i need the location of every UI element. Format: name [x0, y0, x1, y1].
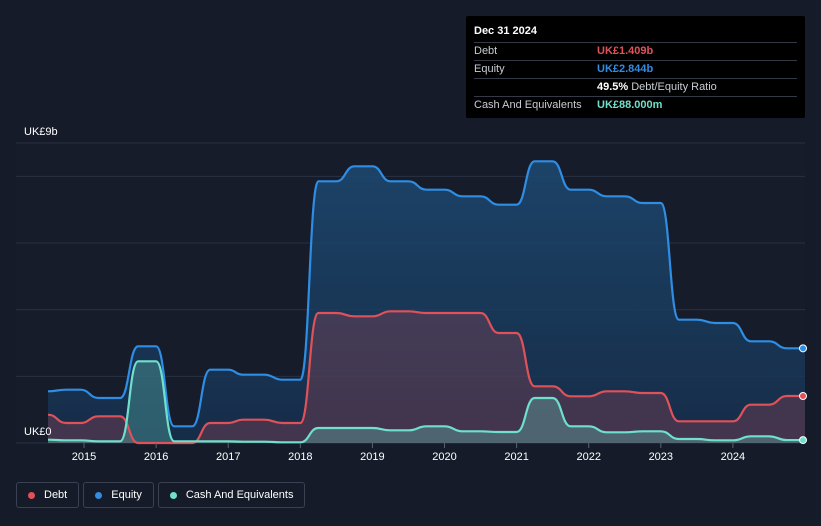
tooltip-equity-value: UK£2.844b — [597, 63, 654, 75]
tooltip-row-ratio: 49.5% Debt/Equity Ratio — [474, 79, 797, 97]
debt-area — [48, 311, 805, 443]
equity-end-marker — [799, 344, 807, 353]
x-tick-label: 2018 — [288, 451, 312, 463]
x-tick-label: 2024 — [721, 451, 745, 463]
legend-equity-label: Equity — [111, 489, 142, 501]
cash-dot-icon — [169, 491, 177, 499]
cash-and-equivalents-end-marker — [799, 436, 807, 445]
end-markers — [799, 344, 807, 445]
x-tick-label: 2017 — [216, 451, 240, 463]
tooltip-cash-label: Cash And Equivalents — [474, 99, 582, 111]
legend-item-cash[interactable]: Cash And Equivalents — [157, 482, 306, 508]
tooltip-row-cash: Cash And Equivalents UK£88.000m — [474, 97, 797, 114]
tooltip-ratio-label: Debt/Equity Ratio — [631, 81, 717, 93]
debt-line — [47, 310, 805, 445]
x-tick-label: 2023 — [649, 451, 673, 463]
legend-item-equity[interactable]: Equity — [83, 482, 154, 508]
tooltip-equity-label: Equity — [474, 63, 505, 75]
y-axis-top-label: UK£9b — [24, 126, 58, 138]
x-tick-label: 2019 — [360, 451, 384, 463]
tooltip-ratio-value: 49.5% — [597, 81, 629, 93]
x-tick-label: 2021 — [504, 451, 528, 463]
equity-area — [48, 161, 805, 444]
tooltip-panel: Dec 31 2024 Debt UK£1.409b Equity UK£2.8… — [466, 16, 805, 118]
tooltip-debt-label: Debt — [474, 45, 498, 57]
legend-item-debt[interactable]: Debt — [16, 482, 80, 508]
tooltip-cash-value: UK£88.000m — [597, 99, 663, 111]
y-axis-bottom-label: UK£0 — [24, 426, 52, 438]
chart-legend: Debt Equity Cash And Equivalents — [16, 482, 306, 508]
tooltip-debt-value: UK£1.409b — [597, 45, 654, 57]
debt-end-marker — [799, 392, 807, 400]
x-axis-ticks: 2015 2016 2017 2018 2019 2020 2021 2022 2023 2024 — [72, 443, 745, 463]
tooltip-row-debt: Debt UK£1.409b — [474, 43, 797, 61]
cash-and-equivalents-line — [47, 360, 805, 444]
x-tick-label: 2015 — [72, 451, 96, 463]
tooltip-row-equity: Equity UK£2.844b — [474, 61, 797, 79]
legend-cash-label: Cash And Equivalents — [185, 489, 294, 501]
tooltip-ratio-spacer — [474, 79, 597, 96]
x-tick-label: 2016 — [144, 451, 168, 463]
debt-dot-icon — [28, 491, 35, 499]
x-tick-label: 2020 — [432, 451, 456, 463]
tooltip-date: Dec 31 2024 — [474, 24, 797, 43]
series-lines — [47, 160, 805, 445]
x-tick-label: 2022 — [576, 451, 600, 463]
equity-line — [47, 160, 805, 428]
legend-debt-label: Debt — [44, 489, 68, 501]
equity-dot-icon — [95, 491, 103, 499]
